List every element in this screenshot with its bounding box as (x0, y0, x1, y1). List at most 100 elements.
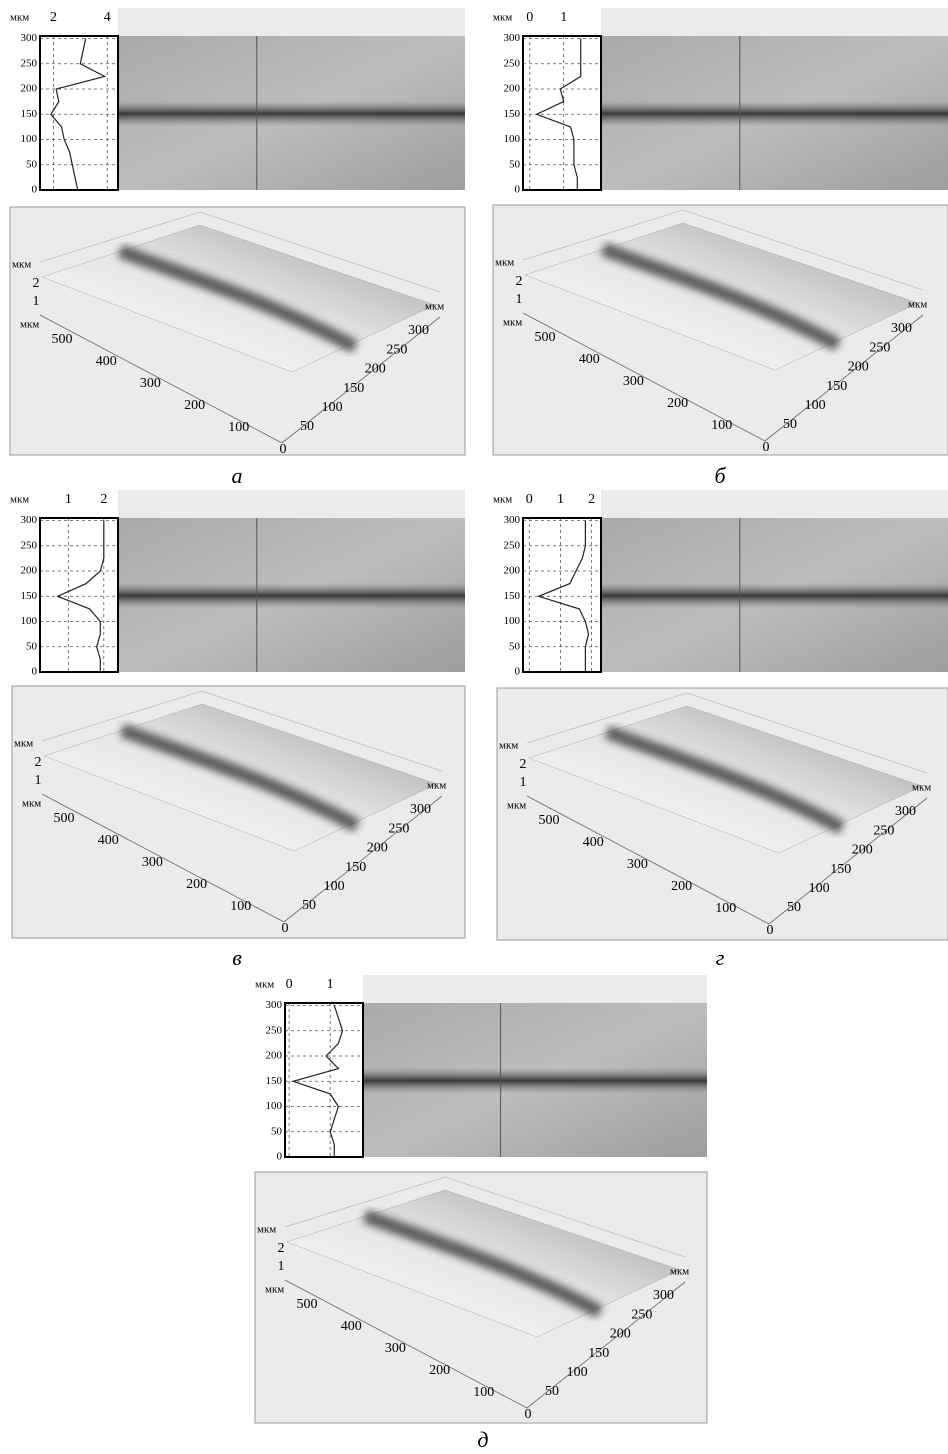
profile-unit: мкм (493, 494, 512, 506)
x-tick-label: 500 (54, 811, 75, 826)
trench (117, 244, 359, 354)
axis-box (284, 1176, 686, 1258)
x-unit: мкм (22, 798, 41, 810)
y-tick-label: 200 (852, 843, 873, 858)
z-tick-label: 2 (520, 757, 527, 772)
x-tick-label: 200 (671, 879, 692, 894)
panel-caption: д (477, 1427, 488, 1452)
x-tick-label: 1 (557, 492, 564, 507)
x-axis (522, 312, 766, 442)
z-unit: мкм (12, 259, 31, 271)
y-tick-label: 100 (809, 881, 830, 896)
y-tick-label: 50 (300, 419, 314, 434)
x-tick-label: 500 (535, 330, 556, 345)
trench (604, 725, 846, 835)
y-tick-label: 0 (515, 184, 521, 196)
y-tick-label: 300 (653, 1288, 674, 1303)
z-unit: мкм (499, 740, 518, 752)
x-tick-label: 300 (623, 374, 644, 389)
header-strip (363, 975, 707, 1003)
x-tick-label: 500 (297, 1297, 318, 1312)
y-tick-label: 250 (504, 57, 521, 69)
y-tick-label: 100 (324, 879, 345, 894)
x-tick-label: 500 (539, 813, 560, 828)
y-tick-label: 300 (891, 321, 912, 336)
y-tick-label: 200 (367, 841, 388, 856)
profile-view: мкм 2 4 0 50 100 150 200 250 300 (10, 8, 465, 196)
axis-box (39, 211, 441, 293)
y-tick-label: 100 (805, 398, 826, 413)
x-tick-label: 1 (560, 10, 567, 25)
y-tick-label: 250 (631, 1307, 652, 1322)
z-tick-label: 1 (33, 294, 40, 309)
z-tick-label: 2 (516, 274, 523, 289)
trench-band (118, 582, 465, 609)
surface-3d: мкм21мкм50040030020010005010015020025030… (492, 204, 948, 456)
x-tick-label: 100 (230, 899, 251, 914)
profile-view: мкм 0 1 0 50 100 150 200 250 300 (493, 8, 948, 196)
y-tick-label: 250 (21, 57, 38, 69)
y-tick-label: 50 (509, 158, 521, 170)
x-axis (39, 314, 283, 444)
y-tick-label: 50 (271, 1125, 283, 1137)
x-tick-label: 200 (429, 1363, 450, 1378)
y-tick-label: 250 (386, 342, 407, 357)
y-tick-label: 250 (504, 539, 521, 551)
x-tick-label: 300 (385, 1341, 406, 1356)
x-tick-label: 200 (667, 396, 688, 411)
y-tick-label: 100 (21, 615, 38, 627)
x-tick-label: 2 (588, 492, 595, 507)
profile-view: мкм 0 1 0 50 100 150 200 250 300 (255, 975, 707, 1163)
x-tick-label: 1 (327, 977, 334, 992)
trench-band (601, 582, 948, 609)
y-tick-label: 200 (504, 565, 521, 577)
header-strip (118, 490, 465, 518)
profile-frame (39, 517, 119, 673)
trench-band (118, 100, 465, 127)
profile-view: мкм 1 2 0 50 100 150 200 250 300 (10, 490, 465, 678)
y-tick-label: 250 (873, 823, 894, 838)
y-tick-label: 250 (266, 1024, 283, 1036)
x-tick-label: 0 (282, 921, 289, 936)
x-tick-label: 100 (228, 420, 249, 435)
y-tick-label: 100 (567, 1365, 588, 1380)
y-tick-label: 150 (345, 860, 366, 875)
surface-3d: мкм21мкм50040030020010005010015020025030… (254, 1171, 708, 1424)
y-axis (283, 795, 443, 923)
x-tick-label: 0 (526, 492, 533, 507)
x-tick-label: 0 (286, 977, 293, 992)
z-tick-label: 2 (35, 755, 42, 770)
x-unit: мкм (20, 319, 39, 331)
x-tick-label: 100 (473, 1385, 494, 1400)
trench (362, 1209, 604, 1319)
y-tick-label: 150 (266, 1075, 283, 1087)
y-tick-label: 150 (588, 1346, 609, 1361)
y-tick-label: 150 (21, 590, 38, 602)
z-tick-label: 2 (33, 276, 40, 291)
y-tick-label: 250 (869, 340, 890, 355)
y-tick-label: 50 (26, 158, 38, 170)
y-tick-label: 50 (787, 900, 801, 915)
z-tick-label: 1 (520, 775, 527, 790)
x-tick-label: 100 (711, 418, 732, 433)
axis-box (526, 692, 928, 774)
y-tick-label: 50 (509, 640, 521, 652)
header-strip (601, 8, 948, 36)
y-tick-label: 0 (32, 184, 38, 196)
y-tick-label: 100 (504, 615, 521, 627)
x-unit: мкм (507, 800, 526, 812)
y-axis (281, 316, 441, 444)
panel-caption: в (232, 945, 242, 970)
x-unit: мкм (265, 1284, 284, 1296)
y-tick-label: 50 (26, 640, 38, 652)
y-axis (526, 1281, 686, 1409)
y-tick-label: 50 (783, 417, 797, 432)
y-tick-label: 100 (504, 133, 521, 145)
y-unit: мкм (427, 780, 446, 792)
z-unit: мкм (495, 257, 514, 269)
axis-box (41, 690, 443, 772)
y-tick-label: 150 (343, 381, 364, 396)
x-tick-label: 100 (715, 901, 736, 916)
y-tick-label: 300 (266, 999, 283, 1011)
